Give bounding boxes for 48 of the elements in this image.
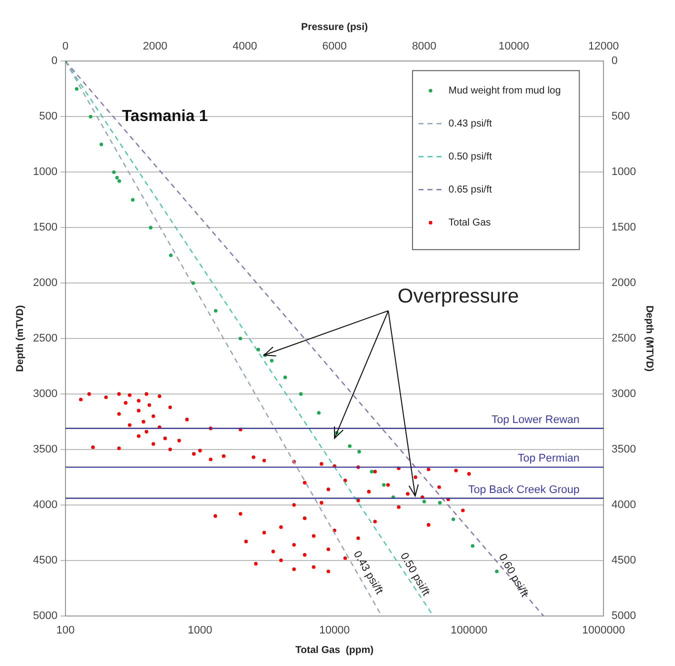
x2-tick-label: 0 bbox=[62, 40, 69, 53]
y-tick-label: 3500 bbox=[32, 443, 58, 456]
y-tick-label: 4000 bbox=[32, 498, 58, 511]
x-axis-title: Total Gas (ppm) bbox=[295, 644, 374, 656]
y-tick-label: 1500 bbox=[32, 222, 58, 234]
y2-tick-label: 1000 bbox=[612, 166, 636, 178]
x-tick-label: 100 bbox=[56, 624, 75, 636]
y-axis-title: Depth (mTVD) bbox=[14, 305, 26, 372]
legend-label: 0.65 psi/ft bbox=[448, 184, 492, 196]
legend-label: 0.43 psi/ft bbox=[448, 118, 492, 130]
ref-line-label: Top Permian bbox=[518, 452, 580, 465]
y2-tick-label: 1500 bbox=[612, 222, 636, 234]
x2-axis-title: Pressure (psi) bbox=[301, 22, 368, 33]
x2-tick-label: 8000 bbox=[412, 40, 436, 53]
ref-line-label: Top Back Creek Group bbox=[468, 484, 580, 496]
x2-tick-label: 4000 bbox=[232, 40, 258, 53]
y-tick-label: 2000 bbox=[32, 277, 58, 290]
y-tick-label: 3000 bbox=[32, 388, 58, 400]
y-tick-label: 2500 bbox=[32, 332, 58, 345]
y2-tick-label: 4000 bbox=[612, 498, 636, 511]
text: Tasmania 1 bbox=[122, 108, 208, 126]
y2-tick-label: 2500 bbox=[612, 332, 636, 345]
x-tick-label: 100000 bbox=[450, 624, 488, 636]
y2-tick-label: 4500 bbox=[612, 554, 636, 566]
ref-line-label: Top Lower Rewan bbox=[491, 414, 580, 426]
y-tick-label: 5000 bbox=[32, 610, 58, 622]
x2-tick-label: 2000 bbox=[142, 40, 168, 53]
x2-tick-label: 10000 bbox=[498, 40, 530, 53]
x-tick-label: 10000 bbox=[319, 624, 350, 636]
annotation: Overpressure bbox=[398, 285, 519, 308]
y2-tick-label: 500 bbox=[612, 110, 630, 123]
legend-label: Mud weight from mud log bbox=[448, 85, 561, 96]
legend-label: 0.50 psi/ft bbox=[448, 151, 492, 162]
y-tick-label: 1000 bbox=[32, 166, 58, 178]
y2-axis-title: Depth (MTVD) bbox=[643, 305, 654, 372]
y2-tick-label: 2000 bbox=[612, 277, 636, 290]
y2-tick-label: 5000 bbox=[612, 610, 636, 622]
y2-tick-label: 3500 bbox=[612, 443, 636, 456]
y2-tick-label: 0 bbox=[612, 55, 618, 68]
y-tick-label: 0 bbox=[51, 55, 58, 68]
y-tick-label: 500 bbox=[39, 110, 58, 123]
y-tick-label: 4500 bbox=[32, 554, 58, 566]
x2-tick-label: 12000 bbox=[588, 40, 619, 53]
y2-tick-label: 3000 bbox=[612, 388, 636, 400]
x-tick-label: 1000000 bbox=[582, 624, 625, 636]
x-tick-label: 1000 bbox=[188, 624, 212, 636]
x2-tick-label: 6000 bbox=[322, 40, 347, 53]
legend-label: Total Gas bbox=[448, 217, 491, 228]
